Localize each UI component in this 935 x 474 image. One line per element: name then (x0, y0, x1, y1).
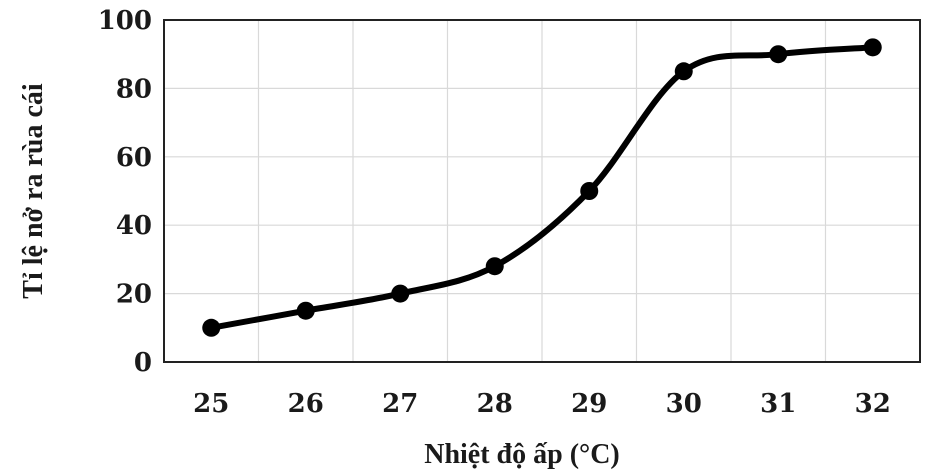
data-point (863, 38, 882, 57)
y-tick-label: 80 (116, 74, 152, 104)
data-point (674, 62, 693, 81)
x-tick-label: 26 (288, 389, 324, 419)
x-tick-labels: 25 26 27 28 29 30 31 32 (193, 389, 891, 419)
y-tick-label: 0 (134, 348, 152, 378)
series-line (208, 44, 876, 331)
x-tick-label: 29 (571, 389, 607, 419)
x-tick-label: 30 (666, 389, 702, 419)
x-tick-label: 28 (477, 389, 513, 419)
data-point (769, 45, 788, 64)
x-tick-label: 27 (382, 389, 418, 419)
y-tick-label: 40 (116, 211, 152, 241)
data-points (202, 38, 882, 337)
y-tick-label: 100 (98, 6, 152, 36)
data-point (485, 257, 504, 276)
y-gridlines (164, 87, 920, 295)
y-tick-labels: 0 20 40 60 80 100 (98, 6, 152, 378)
data-point (296, 301, 315, 320)
y-tick-label: 60 (116, 143, 152, 173)
x-tick-label: 32 (855, 389, 891, 419)
x-tick-label: 31 (760, 389, 796, 419)
data-point (202, 318, 221, 337)
x-axis-title: Nhiệt độ ấp (°C) (424, 439, 620, 470)
data-point (580, 182, 599, 200)
x-gridlines (257, 20, 827, 362)
x-tick-label: 25 (193, 389, 229, 419)
y-tick-label: 20 (116, 280, 152, 310)
plot-area-frame (163, 19, 921, 363)
y-axis-title: Tỉ lệ nở ra rùa cái (18, 83, 49, 299)
data-point (391, 284, 410, 303)
